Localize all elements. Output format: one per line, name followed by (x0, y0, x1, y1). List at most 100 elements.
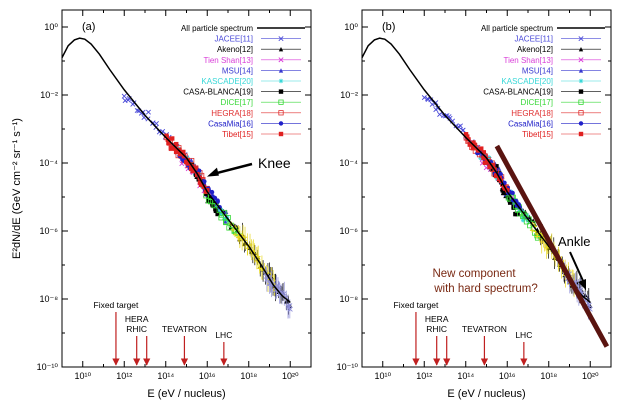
data-point (578, 99, 584, 105)
data-point (428, 97, 434, 103)
data-point (463, 132, 469, 137)
y-tick-label: 10⁰ (344, 22, 358, 32)
data-point (177, 152, 183, 157)
data-point (223, 219, 228, 224)
data-point (506, 193, 512, 199)
data-point (578, 68, 584, 73)
data-point (287, 306, 293, 312)
data-point (230, 227, 236, 232)
data-point (197, 180, 203, 185)
accelerator-tevatron-label: TEVATRON (462, 324, 507, 334)
data-point (529, 228, 535, 233)
data-point (505, 195, 511, 201)
legend: All particle spectrum JACEE[11]Akeno[12] T… (181, 24, 305, 139)
y-tick-label: 10⁻⁸ (339, 294, 358, 304)
legend-label: HEGRA[18] (511, 109, 553, 118)
legend-label: KASCADE[20] (201, 77, 253, 86)
x-tick-label: 10¹² (116, 371, 132, 381)
data-point (219, 212, 224, 217)
x-tick-label: 10²⁰ (582, 371, 599, 381)
data-point (205, 188, 210, 193)
accelerator-fixed-target-label: Fixed target (94, 300, 140, 310)
data-point (278, 89, 284, 94)
data-point (472, 142, 477, 147)
legend-label: Akeno[12] (517, 45, 553, 54)
hard-spectrum-label: with hard spectrum? (433, 283, 538, 295)
new-component-label: New component (432, 268, 516, 280)
data-point (245, 246, 250, 251)
legend: All particle spectrum JACEE[11]Akeno[12] T… (481, 24, 605, 139)
data-point (170, 136, 175, 141)
plot-frame (361, 9, 612, 368)
y-axis-label: E²dN/dE (GeV cm⁻² sr⁻¹ s⁻¹) (11, 118, 23, 259)
y-tick-label: 10⁻² (40, 90, 58, 100)
legend-label: Tien Shan[13] (503, 56, 553, 65)
data-point (121, 93, 127, 99)
data-point (487, 164, 492, 170)
y-tick-label: 10⁻⁶ (40, 226, 59, 236)
accelerator-rhic-label: RHIC (126, 324, 147, 334)
data-point (278, 121, 284, 126)
data-point (210, 203, 216, 208)
legend-label: KASCADE[20] (501, 77, 553, 86)
data-point (485, 160, 491, 165)
data-point (481, 150, 486, 155)
data-point (278, 57, 284, 63)
data-point (525, 218, 531, 223)
data-point (521, 211, 527, 217)
data-point (237, 237, 243, 242)
data-point (578, 78, 584, 84)
data-point (453, 123, 459, 129)
legend-label: HEGRA[18] (211, 109, 253, 118)
data-point (437, 111, 443, 117)
data-point (209, 189, 215, 195)
accelerator-tevatron-label: TEVATRON (162, 324, 207, 334)
legend-label: Tibet[15] (522, 130, 553, 139)
data-point (498, 171, 503, 177)
data-point (578, 57, 584, 63)
legend-label: DICE[17] (521, 98, 553, 107)
data-point (278, 36, 284, 42)
y-tick-label: 10⁻¹⁰ (337, 362, 359, 372)
data-point (460, 127, 466, 133)
data-point (218, 215, 224, 221)
data-point (578, 36, 584, 42)
data-point (190, 168, 195, 174)
accelerator-fixed-target-label: Fixed target (394, 300, 440, 310)
data-point (134, 107, 140, 114)
y-tick-label: 10⁻² (340, 90, 358, 100)
x-tick-label: 10¹⁸ (240, 371, 257, 381)
data-point (215, 211, 220, 217)
data-point (189, 157, 194, 163)
data-point (215, 199, 220, 204)
all-particle-spectrum-line (361, 37, 591, 303)
hard-spectrum-line (494, 144, 610, 348)
data-point (481, 155, 486, 160)
data-point (578, 121, 584, 126)
y-tick-label: 10⁻¹⁰ (37, 362, 59, 372)
legend-label: MSU[14] (522, 66, 553, 75)
data-point (193, 166, 198, 171)
data-point (232, 232, 238, 237)
data-point (196, 168, 202, 173)
data-point (212, 195, 218, 201)
data-point (490, 162, 496, 168)
x-tick-label: 10¹⁶ (199, 371, 216, 381)
data-point (278, 47, 284, 52)
accelerator-lhc-label: LHC (215, 330, 232, 340)
legend-label: JACEE[11] (214, 35, 253, 44)
legend-label: Akeno[12] (217, 45, 253, 54)
ankle-arrowhead (578, 279, 586, 290)
legend-label: All particle spectrum (181, 24, 253, 33)
legend-label: All particle spectrum (481, 24, 553, 33)
knee-label: Knee (258, 155, 291, 171)
data-point (465, 134, 470, 139)
data-point (578, 131, 584, 137)
y-tick-label: 10⁻⁶ (340, 226, 359, 236)
data-point (507, 200, 513, 205)
data-point (223, 219, 229, 226)
legend-label: Tien Shan[13] (203, 56, 253, 65)
all-particle-spectrum-line (61, 37, 291, 303)
